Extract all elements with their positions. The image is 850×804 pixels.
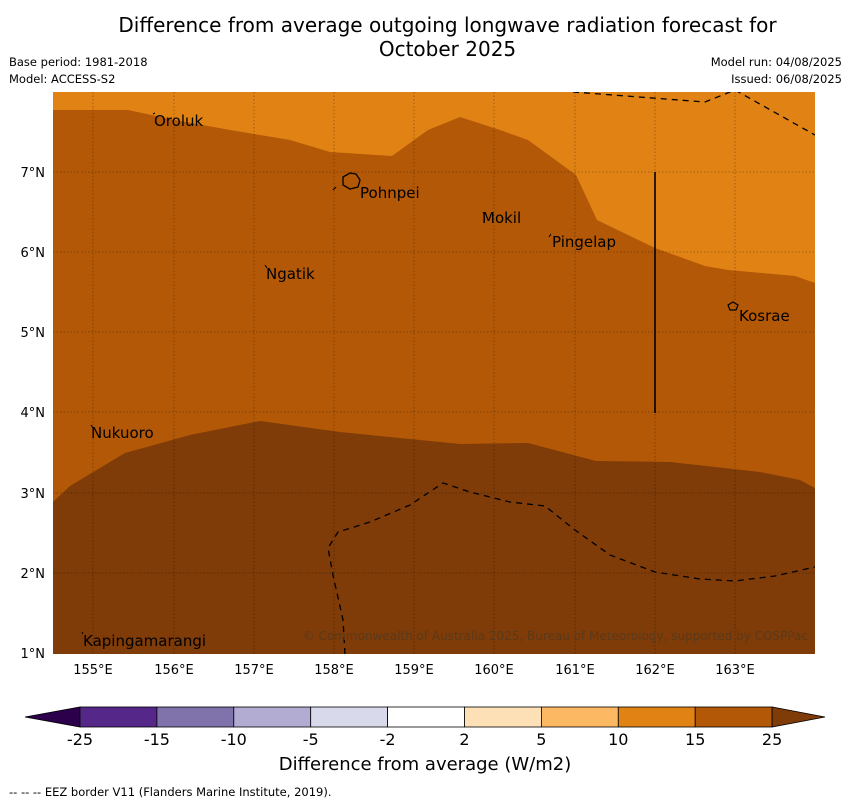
lat-label: 2°N <box>21 567 46 582</box>
lon-label: 159°E <box>394 663 434 678</box>
issued-date: Issued: 06/08/2025 <box>731 72 842 86</box>
copyright-text: © Commonwealth of Australia 2025, Bureau… <box>303 629 808 643</box>
colorbar-segment <box>617 706 696 728</box>
colorbar-segment <box>79 706 158 728</box>
map-area: Oroluk Pohnpei Mokil Pingelap Ngatik Kos… <box>53 92 815 654</box>
colorbar-segment <box>464 706 542 728</box>
colorbar-segment <box>541 706 619 728</box>
label-kosrae: Kosrae <box>739 307 790 325</box>
colorbar-segment <box>156 706 235 728</box>
label-pohnpei: Pohnpei <box>360 184 420 202</box>
lon-label: 163°E <box>715 663 755 678</box>
colorbar-tick-label: 10 <box>608 730 628 749</box>
title-line-1: Difference from average outgoing longwav… <box>118 13 777 37</box>
colorbar-arrow-left <box>24 706 81 728</box>
base-period: Base period: 1981-2018 <box>9 55 148 69</box>
label-kapingamarangi: Kapingamarangi <box>83 632 206 650</box>
colorbar-tick-label: -2 <box>380 730 396 749</box>
colorbar-tick-label: 2 <box>459 730 469 749</box>
label-mokil: Mokil <box>482 209 521 227</box>
pohnpei-reef <box>332 186 337 191</box>
colorbar-tick-label: -15 <box>144 730 170 749</box>
lat-label: 6°N <box>21 246 46 261</box>
lat-label: 5°N <box>21 326 46 341</box>
lat-label: 1°N <box>21 647 46 662</box>
colorbar-tick-label: 25 <box>762 730 782 749</box>
pohnpei-island <box>342 172 361 190</box>
colorbar-tick-label: 15 <box>685 730 705 749</box>
colorbar-segment <box>387 706 465 728</box>
colorbar: -25 -15 -10 -5 -2 2 5 10 15 25 <box>24 706 826 749</box>
run-info: Model run: 04/08/2025 Issued: 06/08/2025 <box>711 54 842 88</box>
lon-label: 161°E <box>555 663 595 678</box>
lon-label: 158°E <box>314 663 354 678</box>
band-25-plus <box>53 421 815 654</box>
colorbar-arrow-right <box>771 706 826 728</box>
label-pingelap: Pingelap <box>552 233 616 251</box>
label-oroluk: Oroluk <box>154 112 203 130</box>
map-title: Difference from average outgoing longwav… <box>0 13 850 61</box>
title-line-2: October 2025 <box>378 37 517 61</box>
eez-legend-note: -- -- -- EEZ border V11 (Flanders Marine… <box>9 785 332 799</box>
colorbar-title: Difference from average (W/m2) <box>278 754 572 775</box>
colorbar-tick-label: -25 <box>67 730 93 749</box>
lat-label: 4°N <box>21 406 46 421</box>
colorbar-tick-label: 5 <box>536 730 546 749</box>
lon-label: 160°E <box>474 663 514 678</box>
lat-label: 7°N <box>21 166 46 181</box>
lon-axis: 155°E 156°E 157°E 158°E 159°E 160°E 161°… <box>73 663 755 678</box>
lon-label: 162°E <box>635 663 675 678</box>
label-ngatik: Ngatik <box>266 265 315 283</box>
lat-axis: 7°N 6°N 5°N 4°N 3°N 2°N 1°N <box>21 166 46 662</box>
lon-label: 157°E <box>234 663 274 678</box>
colorbar-tick-label: -5 <box>303 730 319 749</box>
colorbar-segment <box>694 706 773 728</box>
model-run: Model run: 04/08/2025 <box>710 55 842 69</box>
atoll-marks <box>81 112 552 635</box>
lat-label: 3°N <box>21 487 46 502</box>
colorbar-segment <box>310 706 389 728</box>
colorbar-segment <box>233 706 312 728</box>
colorbar-tick-label: -10 <box>221 730 247 749</box>
kosrae-island <box>727 301 739 311</box>
model-info: Base period: 1981-2018 Model: ACCESS-S2 <box>9 54 148 88</box>
lon-label: 156°E <box>154 663 194 678</box>
eez-border <box>327 92 815 654</box>
model-name: Model: ACCESS-S2 <box>9 72 116 86</box>
label-nukuoro: Nukuoro <box>91 424 154 442</box>
lon-label: 155°E <box>73 663 113 678</box>
